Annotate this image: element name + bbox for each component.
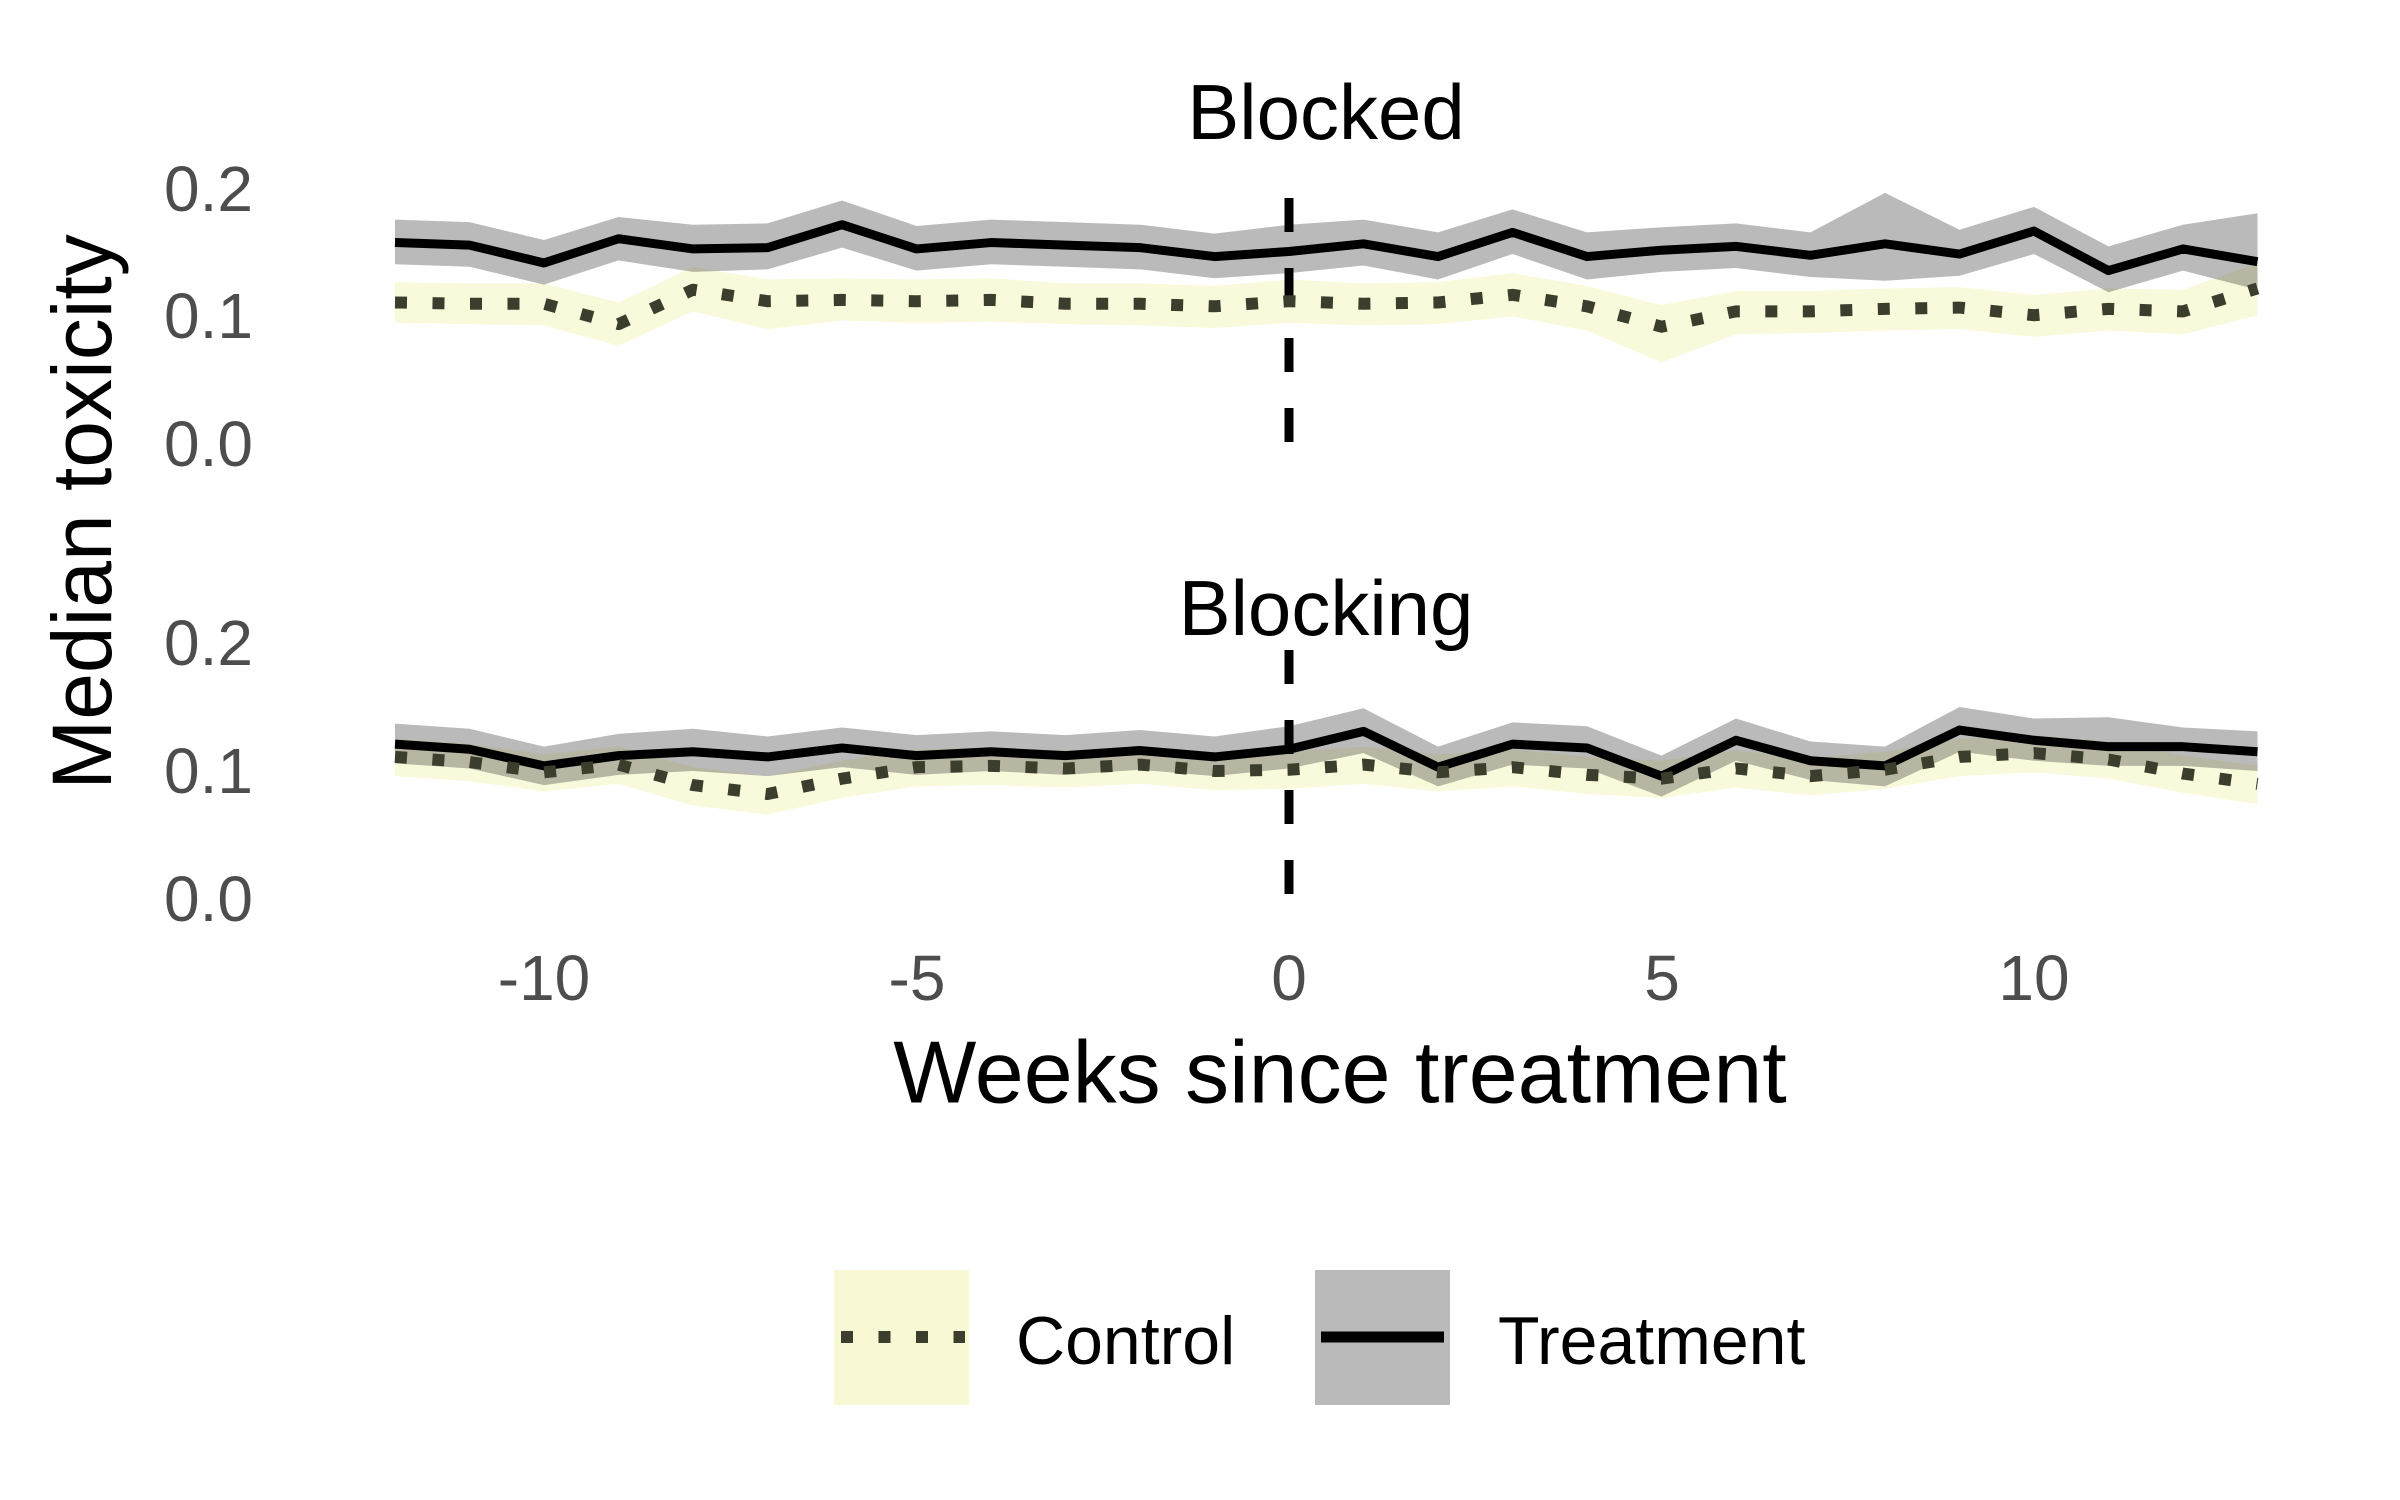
control-ribbon (395, 735, 2258, 815)
chart-geometry-layer (394, 192, 2260, 906)
x-tick-label: -10 (498, 942, 591, 1014)
facet-title-blocked: Blocked (1187, 68, 1465, 156)
y-tick-label: 0.2 (164, 607, 253, 679)
legend-key-control (834, 1270, 969, 1405)
x-axis-title: Weeks since treatment (893, 1023, 1786, 1122)
panel-blocking (394, 650, 2259, 906)
treatment-ribbon (395, 192, 2258, 293)
treatment-line (394, 725, 2258, 781)
treatment-line (394, 220, 2259, 276)
treatment-ribbon (395, 707, 2258, 797)
x-tick-label: -5 (889, 942, 946, 1014)
legend-label-treatment: Treatment (1498, 1303, 1805, 1379)
y-tick-label: 0.0 (164, 863, 253, 935)
y-axis-title: Median toxicity (35, 234, 129, 790)
facet-title-blocking: Blocking (1179, 564, 1474, 652)
panel-blocked (394, 192, 2260, 452)
control-line (394, 747, 2259, 801)
y-tick-label: 0.2 (164, 153, 253, 225)
control-ribbon (395, 262, 2258, 363)
y-tick-label: 0.1 (164, 735, 253, 807)
x-tick-label: 5 (1644, 942, 1680, 1014)
x-tick-label: 0 (1271, 942, 1307, 1014)
legend-label-control: Control (1016, 1303, 1235, 1379)
x-tick-label: 10 (1998, 942, 2069, 1014)
y-tick-label: 0.1 (164, 280, 253, 352)
y-tick-label: 0.0 (164, 408, 253, 480)
legend: Control Treatment (834, 1270, 1805, 1405)
control-line (394, 282, 2260, 333)
